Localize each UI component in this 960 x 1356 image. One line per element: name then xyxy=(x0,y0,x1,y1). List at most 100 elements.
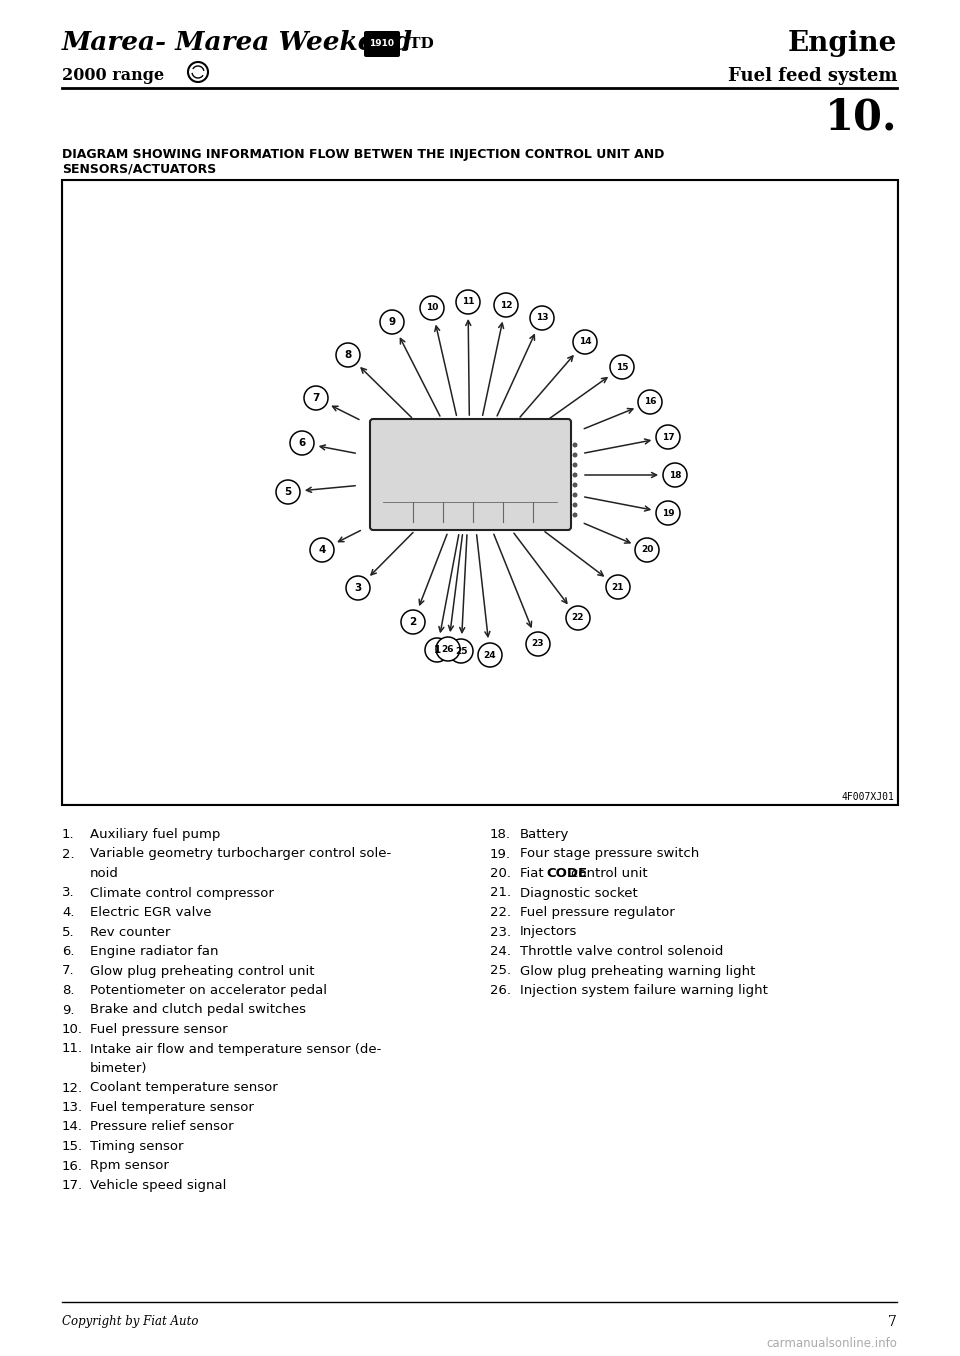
Text: Electric EGR valve: Electric EGR valve xyxy=(90,906,211,919)
Text: Potentiometer on accelerator pedal: Potentiometer on accelerator pedal xyxy=(90,984,327,997)
Text: 17.: 17. xyxy=(62,1178,84,1192)
Text: SENSORS/ACTUATORS: SENSORS/ACTUATORS xyxy=(62,163,216,176)
Circle shape xyxy=(638,391,662,414)
Text: 1910: 1910 xyxy=(370,38,395,47)
Circle shape xyxy=(656,500,680,525)
Circle shape xyxy=(380,311,404,334)
Circle shape xyxy=(456,290,480,315)
Circle shape xyxy=(572,453,578,457)
Circle shape xyxy=(572,462,578,468)
Text: CODE: CODE xyxy=(547,866,588,880)
Circle shape xyxy=(572,483,578,488)
Text: 9.: 9. xyxy=(62,1003,75,1017)
Text: Throttle valve control solenoid: Throttle valve control solenoid xyxy=(520,945,724,957)
Circle shape xyxy=(573,330,597,354)
FancyBboxPatch shape xyxy=(364,31,400,57)
Text: 13.: 13. xyxy=(62,1101,84,1115)
Circle shape xyxy=(290,431,314,456)
Text: 1.: 1. xyxy=(62,829,75,841)
Text: Glow plug preheating control unit: Glow plug preheating control unit xyxy=(90,964,315,978)
Text: Injectors: Injectors xyxy=(520,926,577,938)
Circle shape xyxy=(656,424,680,449)
Text: 4: 4 xyxy=(319,545,325,555)
Bar xyxy=(64,182,896,803)
Text: 12: 12 xyxy=(500,301,513,309)
Text: 18: 18 xyxy=(669,471,682,480)
Text: 26.: 26. xyxy=(490,984,511,997)
Text: 20: 20 xyxy=(641,545,653,555)
Circle shape xyxy=(336,343,360,367)
Bar xyxy=(62,180,898,805)
Circle shape xyxy=(401,610,425,635)
Text: 22: 22 xyxy=(572,613,585,622)
Text: 8: 8 xyxy=(345,350,351,359)
Text: Pressure relief sensor: Pressure relief sensor xyxy=(90,1120,233,1134)
Text: carmanualsonline.info: carmanualsonline.info xyxy=(766,1337,897,1351)
Text: Rev counter: Rev counter xyxy=(90,926,170,938)
Text: 22.: 22. xyxy=(490,906,511,919)
Circle shape xyxy=(304,386,328,410)
Circle shape xyxy=(572,503,578,507)
Text: 4.: 4. xyxy=(62,906,75,919)
Text: 2: 2 xyxy=(409,617,417,626)
Text: Engine radiator fan: Engine radiator fan xyxy=(90,945,219,957)
Text: 26: 26 xyxy=(442,644,454,654)
Text: Engine: Engine xyxy=(787,30,897,57)
Text: 19.: 19. xyxy=(490,848,511,861)
Circle shape xyxy=(425,639,449,662)
Text: 11.: 11. xyxy=(62,1043,84,1055)
Circle shape xyxy=(635,538,659,561)
Text: 14: 14 xyxy=(579,338,591,347)
FancyBboxPatch shape xyxy=(370,419,571,530)
Text: Coolant temperature sensor: Coolant temperature sensor xyxy=(90,1082,277,1094)
Text: Injection system failure warning light: Injection system failure warning light xyxy=(520,984,768,997)
Text: Auxiliary fuel pump: Auxiliary fuel pump xyxy=(90,829,221,841)
Text: 19: 19 xyxy=(661,508,674,518)
Circle shape xyxy=(663,462,687,487)
Circle shape xyxy=(572,442,578,447)
Text: Fuel pressure sensor: Fuel pressure sensor xyxy=(90,1022,228,1036)
Text: 2000 range: 2000 range xyxy=(62,66,164,84)
Text: 10.: 10. xyxy=(825,96,897,138)
Text: 11: 11 xyxy=(462,297,474,306)
Circle shape xyxy=(494,293,518,317)
Text: 9: 9 xyxy=(389,317,396,327)
Circle shape xyxy=(572,472,578,477)
Text: noid: noid xyxy=(90,866,119,880)
Circle shape xyxy=(572,492,578,498)
Text: DIAGRAM SHOWING INFORMATION FLOW BETWEN THE INJECTION CONTROL UNIT AND: DIAGRAM SHOWING INFORMATION FLOW BETWEN … xyxy=(62,148,664,161)
Text: 23.: 23. xyxy=(490,926,511,938)
Text: 2.: 2. xyxy=(62,848,75,861)
Text: 7: 7 xyxy=(888,1315,897,1329)
Circle shape xyxy=(530,306,554,330)
Text: JTD: JTD xyxy=(402,37,434,52)
Text: Timing sensor: Timing sensor xyxy=(90,1140,183,1153)
Text: 6.: 6. xyxy=(62,945,75,957)
Text: 16.: 16. xyxy=(62,1159,83,1173)
Text: 21: 21 xyxy=(612,583,624,591)
Text: Diagnostic socket: Diagnostic socket xyxy=(520,887,637,899)
Text: Variable geometry turbocharger control sole-: Variable geometry turbocharger control s… xyxy=(90,848,392,861)
Text: Fiat: Fiat xyxy=(520,866,548,880)
Text: 5: 5 xyxy=(284,487,292,498)
Text: 16: 16 xyxy=(644,397,657,407)
Text: 5.: 5. xyxy=(62,926,75,938)
Text: 10: 10 xyxy=(426,304,438,312)
Text: Brake and clutch pedal switches: Brake and clutch pedal switches xyxy=(90,1003,306,1017)
Circle shape xyxy=(276,480,300,504)
Circle shape xyxy=(478,643,502,667)
Text: 24.: 24. xyxy=(490,945,511,957)
Text: 7.: 7. xyxy=(62,964,75,978)
Circle shape xyxy=(566,606,590,631)
Text: 12.: 12. xyxy=(62,1082,84,1094)
Text: 25: 25 xyxy=(455,647,468,655)
Text: 6: 6 xyxy=(299,438,305,447)
Text: 23: 23 xyxy=(532,640,544,648)
Text: 14.: 14. xyxy=(62,1120,83,1134)
Text: 20.: 20. xyxy=(490,866,511,880)
Circle shape xyxy=(436,637,460,660)
Text: 1: 1 xyxy=(433,645,441,655)
Text: 25.: 25. xyxy=(490,964,511,978)
Text: Fuel temperature sensor: Fuel temperature sensor xyxy=(90,1101,253,1115)
Text: Four stage pressure switch: Four stage pressure switch xyxy=(520,848,699,861)
